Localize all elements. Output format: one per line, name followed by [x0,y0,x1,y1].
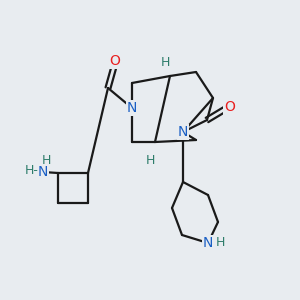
Text: H: H [215,236,225,250]
Text: N: N [178,125,188,139]
Text: H: H [160,56,170,70]
Text: H: H [41,154,51,167]
Text: H-: H- [25,164,39,178]
Text: N: N [127,101,137,115]
Text: H: H [145,154,155,167]
Text: N: N [203,236,213,250]
Text: O: O [110,54,120,68]
Text: O: O [225,100,236,114]
Text: N: N [38,165,48,179]
